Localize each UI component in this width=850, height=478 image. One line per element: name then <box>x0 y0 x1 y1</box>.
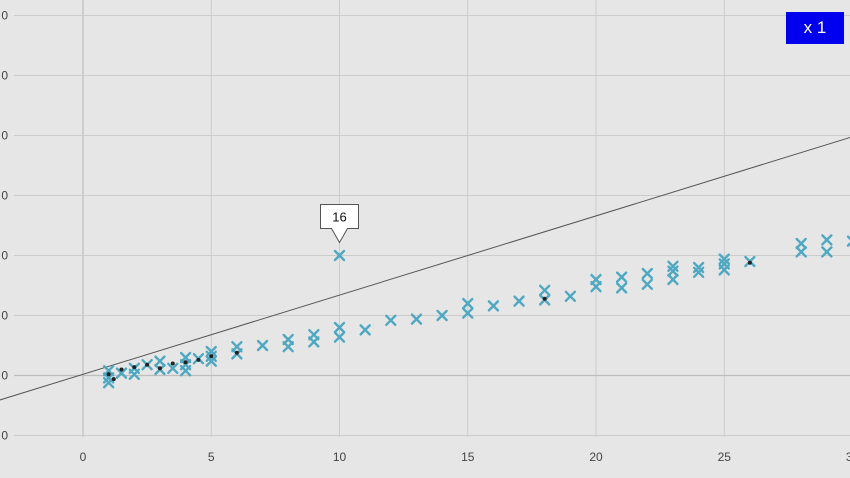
scatter-point-x <box>333 331 346 343</box>
scatter-point-x <box>410 313 423 325</box>
scatter-point-x <box>667 265 679 277</box>
scatter-point-dot <box>183 360 188 365</box>
x-tick-label: 5 <box>208 450 215 464</box>
scatter-point-x <box>385 314 397 326</box>
scatter-point-x <box>821 234 833 246</box>
scatter-point-x <box>795 246 807 258</box>
callout-box <box>320 204 359 244</box>
scatter-point-x <box>179 365 192 377</box>
y-tick-label: 0 <box>1 69 8 83</box>
x-tick-label: 10 <box>333 450 347 464</box>
y-tick-label: 0 <box>1 309 8 323</box>
scatter-point-x <box>462 307 474 319</box>
scatter-point-x <box>795 237 807 250</box>
scatter-point-dot <box>542 296 547 301</box>
scatter-point-x <box>564 290 577 302</box>
scatter-point-x <box>641 278 653 290</box>
scatter-point-dot <box>209 354 214 359</box>
scatter-point-x <box>667 273 679 286</box>
callout-label: 16 <box>320 204 359 244</box>
y-tick-label: 0 <box>1 9 8 23</box>
scatter-point-x <box>154 355 166 367</box>
x-tick-label: 30 <box>846 450 850 464</box>
scatter-point-dot <box>157 366 162 371</box>
scatter-point-x <box>102 377 115 389</box>
grid <box>14 0 850 437</box>
scatter-point-x <box>615 271 628 283</box>
scatter-point-x <box>436 309 448 322</box>
y-tick-label: 0 <box>1 129 8 143</box>
scatter-point-x <box>513 295 525 307</box>
y-tick-label: 0 <box>1 369 8 383</box>
scatter-point-x <box>256 339 269 352</box>
fit-line-group <box>0 136 850 401</box>
callout-text: 16 <box>332 210 346 225</box>
y-tick-label: 0 <box>1 429 8 443</box>
scatter-point-x <box>359 324 371 336</box>
scatter-point-dot <box>119 367 124 372</box>
scatter-point-dot <box>106 372 111 377</box>
x-tick-label: 0 <box>80 450 87 464</box>
scatter-point-dot <box>111 377 116 382</box>
scatter-point-dot <box>196 357 201 362</box>
scatter-point-x <box>308 329 320 341</box>
scatter-point-x <box>539 284 551 296</box>
scatter-point-x <box>692 261 705 274</box>
scatter-point-dot <box>234 350 239 355</box>
tick-labels: -505101520253035404550556000000000 <box>1 9 850 465</box>
x-tick-label: 25 <box>718 450 732 464</box>
scatter-point-x <box>167 362 179 374</box>
series-badge[interactable]: x 1 <box>786 12 844 44</box>
y-tick-label: 0 <box>1 249 8 263</box>
x-tick-label: 15 <box>461 450 475 464</box>
callouts: 1612151413 <box>320 204 359 244</box>
scatter-point-dot <box>170 361 175 366</box>
scatter-point-x <box>487 300 500 312</box>
data-points <box>102 234 850 389</box>
scatter-point-x <box>115 367 128 379</box>
scatter-point-x <box>128 368 141 380</box>
scatter-point-dot <box>132 365 137 370</box>
fit-line <box>0 136 850 401</box>
scatter-point-x <box>333 249 346 262</box>
scatter-point-dot <box>145 362 150 367</box>
scatter-point-x <box>641 267 653 280</box>
scatter-point-x <box>718 264 730 276</box>
x-tick-label: 20 <box>589 450 603 464</box>
scatter-point-x <box>615 282 628 294</box>
scatter-point-x <box>282 341 294 353</box>
scatter-point-x <box>590 273 602 286</box>
scatter-point-x <box>821 246 833 258</box>
scatter-point-x <box>462 297 474 310</box>
scatter-point-dot <box>747 260 752 265</box>
scatter-point-x <box>333 321 346 334</box>
y-tick-label: 0 <box>1 189 8 203</box>
